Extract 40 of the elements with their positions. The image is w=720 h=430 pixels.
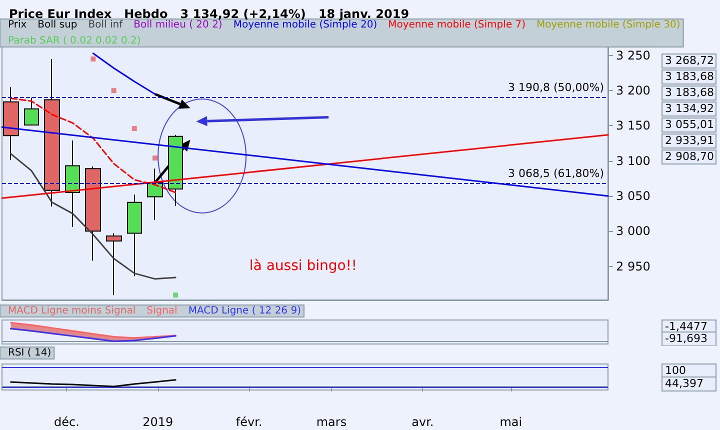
- chart-title: Price Eur Index Hebdo 3 134,92 (+2,14%) 18 janv. 2019: [9, 7, 410, 21]
- text: RSI ( 14): [8, 348, 52, 358]
- text: MACD Ligne ( 12 26 9): [188, 306, 302, 316]
- y-tick-label: 3 200: [616, 84, 650, 98]
- text: Moyenne mobile (Simple 20): [233, 20, 378, 30]
- text: 3 134,92: [665, 102, 714, 115]
- text: 3 183,68: [665, 86, 714, 99]
- text: 3 183,68: [665, 70, 714, 83]
- text: 2 933,91: [665, 134, 714, 147]
- text: Prix: [8, 20, 27, 30]
- y-tick-label: 3 000: [616, 224, 650, 238]
- legend-label: Boll sup: [38, 20, 78, 30]
- x-tick-label: déc.: [54, 415, 80, 429]
- x-tick-label: mars: [316, 415, 347, 429]
- x-tick-label: mai: [500, 415, 522, 429]
- text: Moyenne mobile (Simple 7): [388, 20, 526, 30]
- legend-label: Moyenne mobile (Simple 30): [536, 20, 680, 30]
- y-tick-label: 3 100: [616, 154, 650, 168]
- ref-line-label: 3 068,5 (61,80%): [508, 167, 604, 180]
- text: -1,4477: [665, 320, 708, 333]
- x-tick-label: 2019: [142, 415, 174, 429]
- y-tick-label: 3 150: [616, 118, 650, 133]
- y-tick-label: 3 050: [616, 189, 650, 203]
- text: 100: [665, 364, 686, 377]
- text: là aussi bingo!!: [249, 258, 358, 274]
- x-tick-label: févr.: [236, 415, 262, 429]
- text: Parab SAR ( 0.02 0.02 0.2): [8, 36, 141, 46]
- text: 2 908,70: [665, 150, 714, 163]
- x-tick-label: avr.: [412, 415, 434, 429]
- text: Boll inf: [88, 20, 124, 30]
- series-label: Signal: [146, 306, 178, 316]
- y-tick-label: 2 950: [616, 259, 650, 274]
- text: -91,693: [665, 332, 708, 345]
- text: 44,397: [665, 377, 704, 390]
- text: 3 055,01: [665, 118, 714, 131]
- text: 3 268,72: [665, 54, 714, 67]
- ref-line-label: 3 190,8 (50,00%): [508, 81, 604, 94]
- y-tick-label: 3 250: [616, 48, 650, 62]
- series-label: MACD Ligne moins Signal: [8, 306, 136, 316]
- legend-label: Boll milieu ( 20 2): [134, 20, 222, 30]
